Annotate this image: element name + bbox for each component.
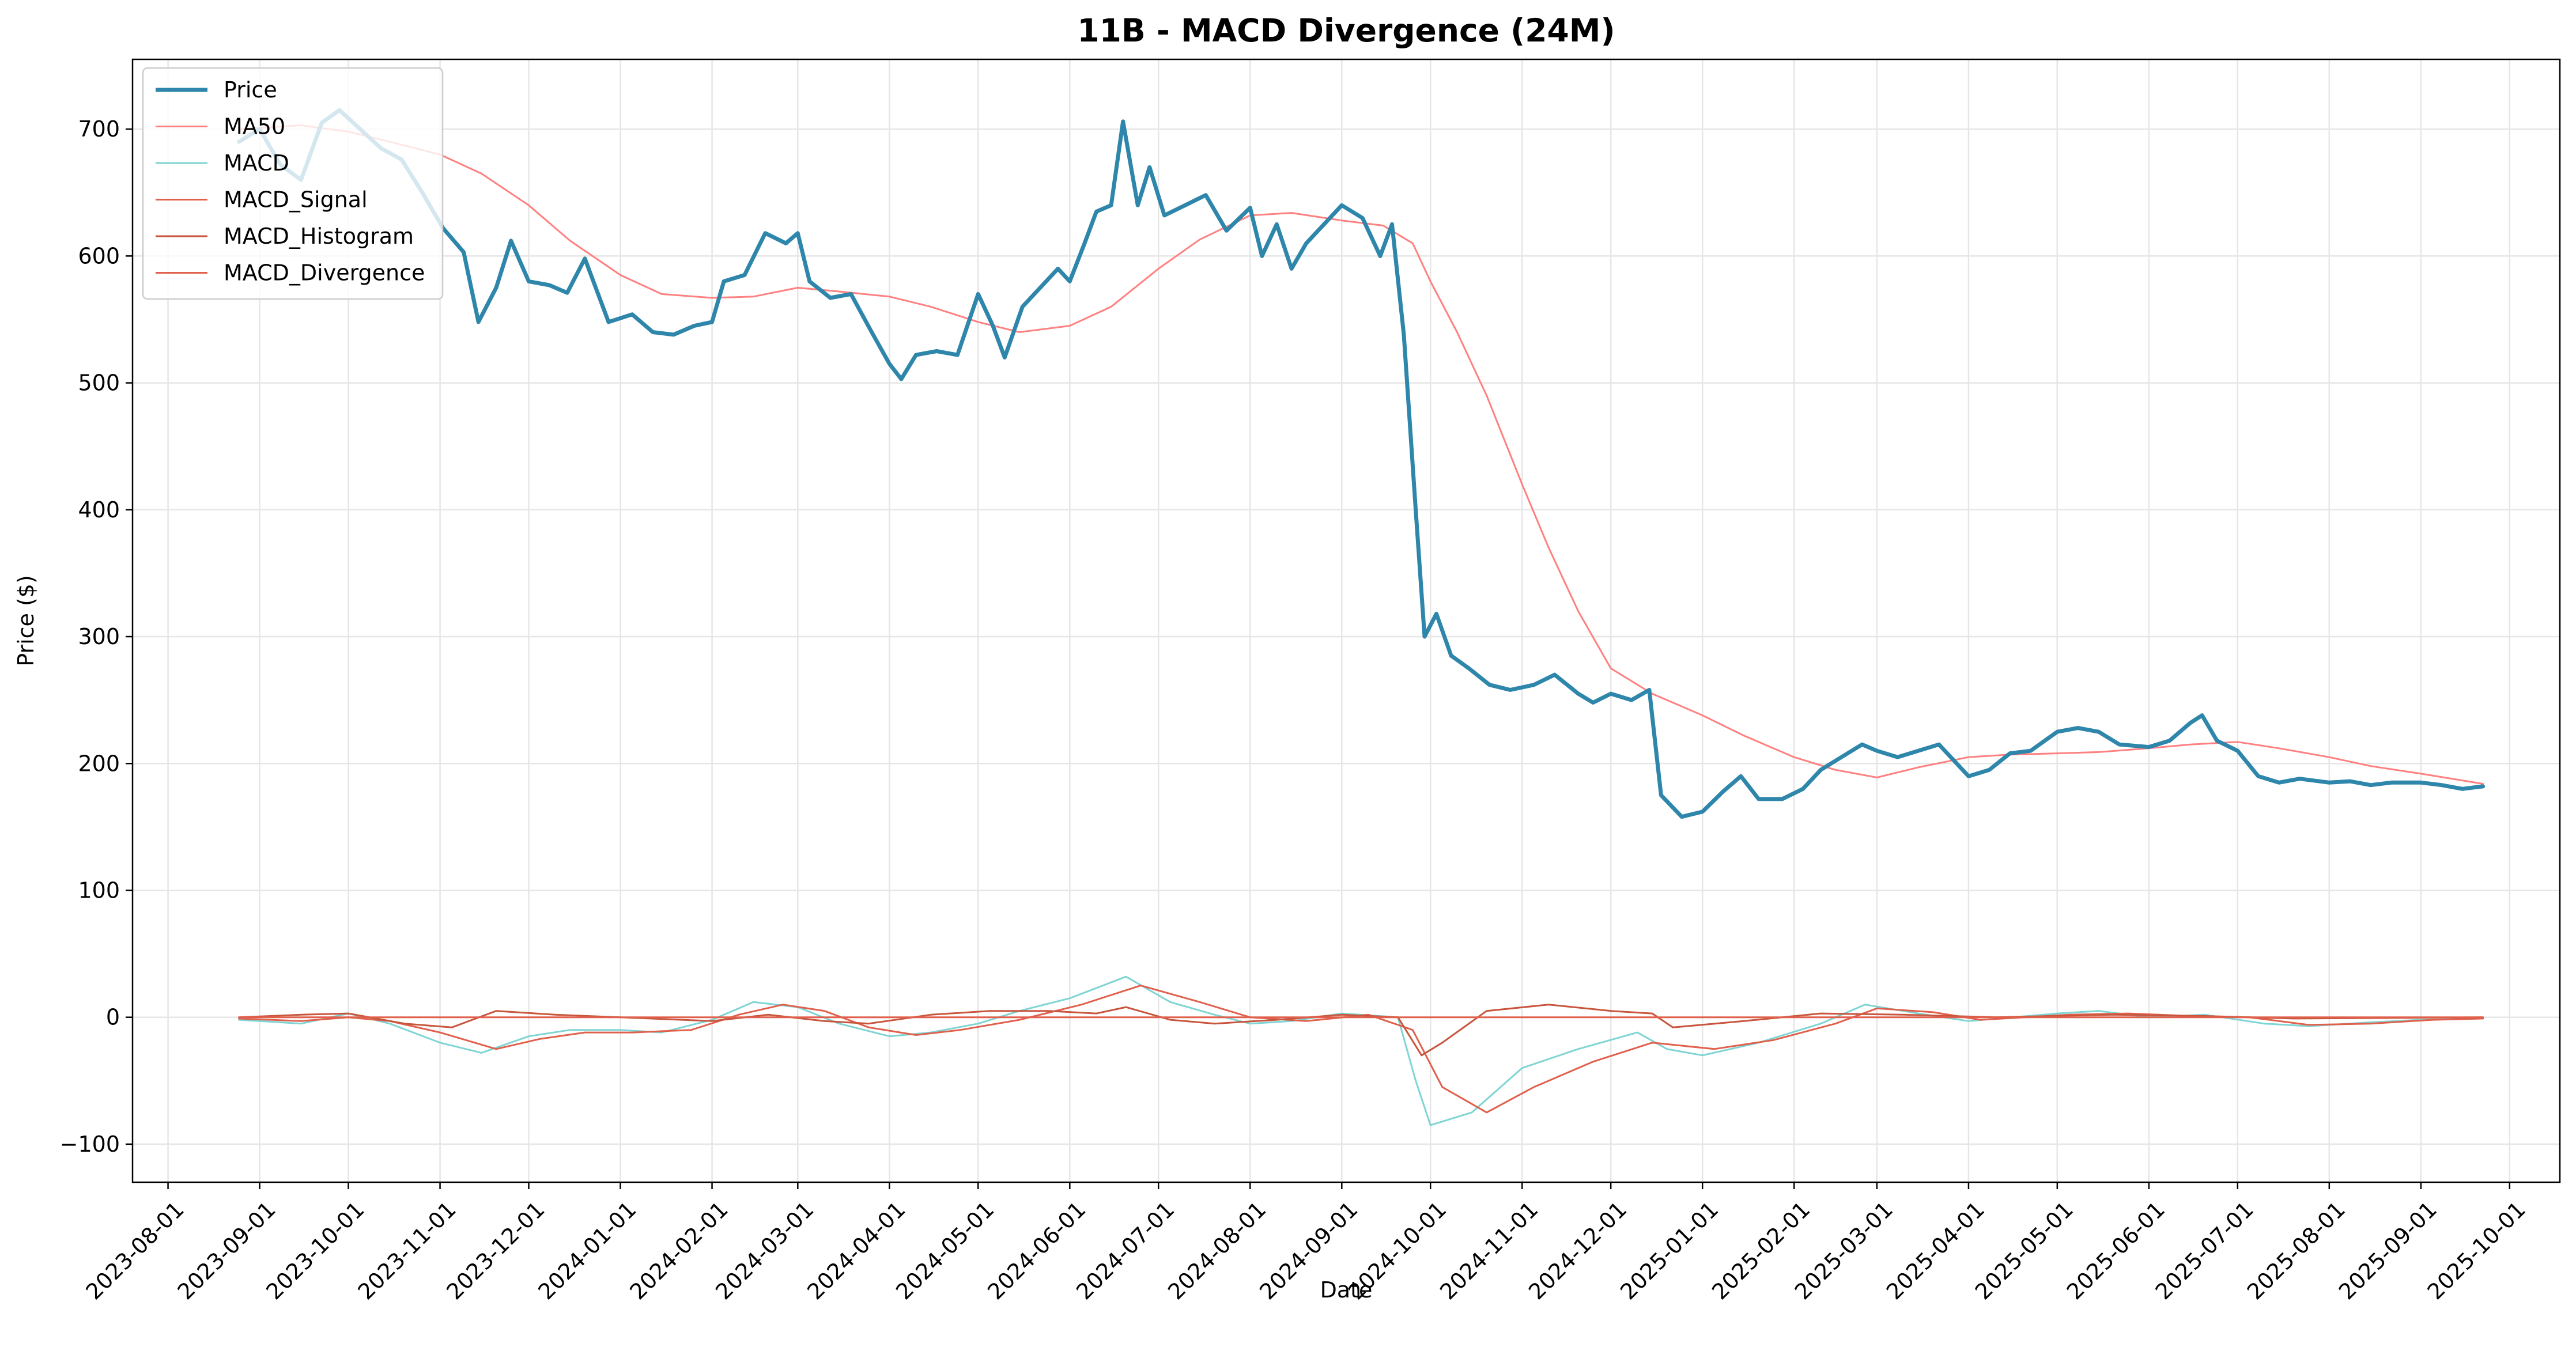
y-tick-label: 300 bbox=[78, 624, 120, 649]
plot-frame bbox=[131, 58, 2561, 1183]
legend-label: MACD_Histogram bbox=[224, 224, 414, 249]
series-line-macd bbox=[238, 975, 2484, 1126]
y-tick-label: 700 bbox=[78, 116, 120, 142]
legend-label: MACD bbox=[224, 150, 289, 176]
x-axis-label: Date bbox=[1320, 1277, 1373, 1303]
y-gridlines bbox=[133, 128, 2560, 1145]
y-tick-label: 200 bbox=[78, 751, 120, 776]
y-tick-label: 500 bbox=[78, 370, 120, 396]
legend-box bbox=[142, 67, 444, 300]
y-tick-label: 100 bbox=[78, 877, 120, 903]
legend-label: Price bbox=[224, 77, 277, 103]
legend-label: MA50 bbox=[224, 114, 285, 139]
series-line-ma50 bbox=[238, 124, 2484, 785]
legend-label: MACD_Signal bbox=[224, 187, 368, 213]
y-tick-label: 0 bbox=[106, 1005, 120, 1030]
y-tick-label: 600 bbox=[78, 243, 120, 268]
legend: Price MA50 MACD MACD_Signal MACD_Histogram MA… bbox=[142, 67, 444, 300]
y-tick-label: −100 bbox=[60, 1132, 120, 1157]
y-tick-label: 400 bbox=[78, 497, 120, 523]
chart-title: 11B - MACD Divergence (24M) bbox=[1077, 12, 1615, 49]
series-line-macd-histogram bbox=[238, 1004, 2484, 1057]
series-line-price bbox=[237, 108, 2486, 819]
legend-label: MACD_Divergence bbox=[224, 260, 425, 286]
series-layer bbox=[237, 108, 2486, 1126]
y-axis-ticks: −100 0 100 200 300 400 500 600 700 bbox=[60, 116, 133, 1157]
y-axis-label: Price ($) bbox=[13, 575, 39, 667]
series-line-macd-signal bbox=[238, 985, 2484, 1114]
